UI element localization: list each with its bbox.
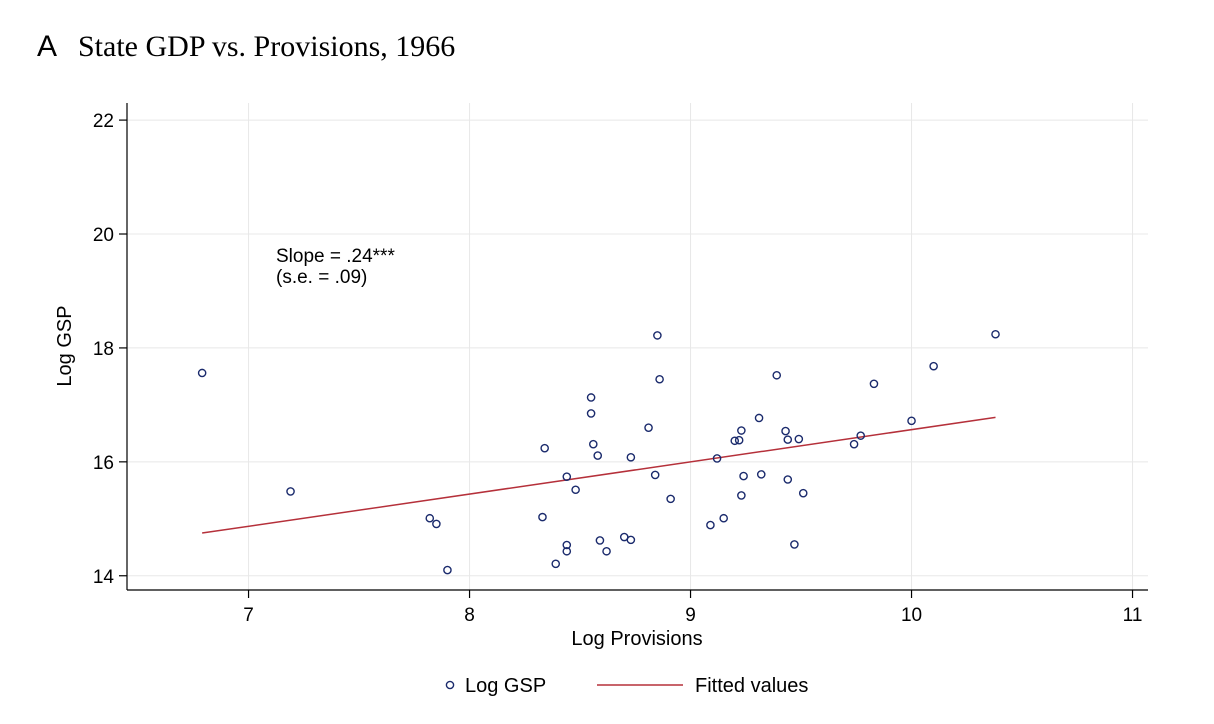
data-point (425, 513, 435, 523)
data-point (286, 487, 295, 496)
data-point (562, 546, 572, 556)
data-point (754, 413, 764, 423)
y-tick-label: 20 (93, 225, 114, 246)
data-point (650, 470, 660, 480)
x-tick-label: 8 (464, 605, 475, 626)
data-point (734, 435, 744, 445)
data-point (595, 536, 605, 545)
data-point (756, 470, 766, 479)
data-point (737, 426, 746, 435)
data-point (794, 434, 804, 444)
data-point (849, 439, 859, 449)
data-point (571, 485, 580, 495)
data-point (869, 379, 879, 389)
data-point (856, 431, 866, 440)
data-point (197, 368, 207, 378)
legend: Log GSP Fitted values (445, 675, 808, 697)
se-annotation: (s.e. = .09) (276, 267, 367, 288)
data-point (626, 535, 636, 545)
x-tick-label: 7 (243, 605, 254, 626)
legend-marker-log-gsp (445, 680, 455, 690)
scatter-points-layer (197, 329, 1000, 575)
y-tick-label: 14 (93, 567, 115, 588)
data-point (739, 471, 748, 481)
data-point (772, 370, 782, 380)
y-axis-label: Log GSP (54, 305, 76, 386)
data-point (586, 393, 596, 402)
data-point (626, 452, 636, 462)
data-point (783, 435, 793, 444)
data-point (602, 546, 611, 556)
data-point (783, 475, 793, 484)
x-tick-label: 9 (685, 605, 696, 626)
chart-title: State GDP vs. Provisions, 1966 (78, 30, 455, 63)
data-point (593, 451, 603, 460)
axes: 7 8 9 10 11 14 16 18 20 22 (93, 103, 1148, 626)
data-point (929, 361, 938, 371)
legend-label-fitted-values: Fitted values (695, 675, 808, 697)
x-tick-label: 11 (1123, 605, 1143, 626)
data-point (538, 512, 547, 522)
data-point (781, 426, 790, 436)
data-point (540, 443, 549, 453)
data-point (432, 519, 441, 529)
data-point (443, 565, 452, 575)
data-point (737, 491, 746, 500)
data-point (562, 472, 572, 481)
data-point (653, 331, 662, 340)
y-tick-label: 22 (93, 111, 114, 132)
data-point (655, 374, 664, 384)
data-point (562, 540, 572, 550)
data-point (790, 540, 799, 549)
fitted-line-layer (202, 416, 996, 534)
y-tick-label: 18 (93, 339, 114, 360)
data-point (730, 436, 740, 446)
data-point (712, 454, 722, 463)
panel-letter: A (37, 30, 57, 63)
y-tick-label: 16 (93, 453, 114, 474)
data-point (644, 423, 653, 432)
data-point (719, 513, 728, 523)
data-point (589, 439, 598, 449)
legend-label-log-gsp: Log GSP (465, 675, 546, 697)
data-point (666, 494, 675, 504)
fitted-line (202, 416, 996, 534)
data-point (586, 409, 596, 418)
x-axis-label: Log Provisions (571, 628, 702, 650)
data-point (991, 329, 1000, 339)
gridlines (127, 103, 1148, 590)
data-point (551, 559, 561, 569)
slope-annotation: Slope = .24*** (276, 246, 395, 267)
x-tick-label: 10 (901, 605, 922, 626)
data-point (798, 488, 808, 498)
data-point (706, 520, 715, 530)
data-point (907, 416, 916, 426)
